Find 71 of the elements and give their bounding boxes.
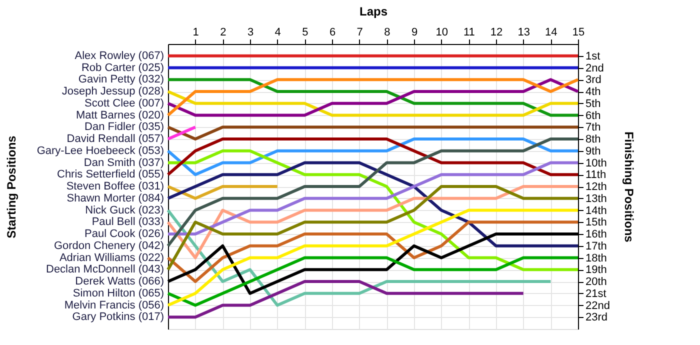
x-axis-title: Laps [359, 4, 388, 18]
y-tick-label: 5th [586, 98, 601, 110]
series-label: Melvin Francis (056) [64, 299, 164, 312]
series-label: Paul Cook (026) [84, 228, 164, 240]
series-label: Steven Boffee (031) [66, 180, 164, 192]
y-tick-label: 11th [586, 169, 606, 182]
x-tick-label: 3 [247, 26, 254, 38]
series-label: Derek Watts (066) [75, 276, 164, 288]
x-tick-label: 4 [274, 26, 281, 38]
series-label: Gary Potkins (017) [72, 311, 164, 324]
x-tick-label: 12 [490, 26, 503, 38]
y-tick-label: 8th [586, 134, 601, 146]
x-tick-label: 1 [192, 26, 199, 38]
series-label: Joseph Jessup (028) [62, 86, 164, 98]
y-tick-label: 15th [586, 216, 607, 229]
y-tick-label: 6th [586, 110, 601, 122]
legend-title: Starting Positions [4, 135, 18, 238]
y-tick-label: 17th [586, 240, 607, 252]
series-label: Paul Bell (033) [92, 216, 164, 228]
y-tick-label: 21st [586, 288, 606, 300]
series-label: Matt Barnes (020) [76, 109, 164, 122]
line-series [166, 220, 580, 283]
y-tick-label: 20th [586, 276, 607, 288]
series-label: Nick Guck (023) [85, 204, 164, 216]
y-tick-label: 9th [586, 145, 601, 158]
y-tick-label: 4th [586, 86, 601, 98]
y-tick-label: 10th [586, 157, 607, 170]
x-tick-label: 8 [384, 26, 390, 38]
series-label: Dan Smith (037) [84, 156, 164, 169]
series-label: Gordon Chenery (042) [54, 240, 164, 252]
y-tick-label: 16th [586, 228, 607, 240]
y-tick-label: 13th [586, 192, 607, 205]
line-series [166, 149, 580, 272]
series-label: Scott Clee (007) [84, 97, 164, 110]
line-series [166, 78, 580, 117]
y-tick-label: 3rd [586, 74, 602, 86]
series-label: Simon Hilton (065) [72, 287, 164, 300]
y-tick-label: 18th [586, 252, 607, 264]
series-label: Adrian Williams (022) [59, 252, 164, 264]
line-series [166, 138, 580, 248]
y-tick-label: 19th [586, 264, 607, 276]
series-label: Rob Carter (025) [81, 62, 164, 74]
series-label: Gavin Petty (032) [78, 74, 164, 86]
y-tick-label: 7th [586, 122, 601, 134]
x-tick-label: 13 [518, 26, 530, 38]
y-tick-label: 23rd [586, 312, 608, 324]
y-tick-label: 1st [586, 50, 600, 62]
y-tick-label: 12th [586, 181, 607, 193]
series-label: Chris Setterfield (055) [57, 168, 164, 181]
line-series [166, 138, 580, 176]
series-label: Shawn Morter (084) [66, 192, 164, 204]
series-label: Declan McDonnell (043) [46, 264, 164, 276]
x-tick-label: 10 [436, 26, 448, 38]
y-axis-title: Finishing Positions [622, 132, 636, 243]
series-label: Dan Fidler (035) [84, 121, 164, 134]
series-label: Alex Rowley (067) [74, 50, 164, 62]
y-tick-label: 14th [586, 204, 607, 217]
x-tick-label: 11 [463, 26, 475, 38]
x-tick-label: 15 [572, 26, 585, 38]
x-tick-label: 6 [329, 26, 336, 38]
line-series [166, 280, 525, 319]
x-tick-label: 14 [545, 26, 558, 38]
y-tick-label: 2nd [586, 62, 604, 74]
y-tick-label: 22nd [586, 300, 610, 312]
line-series [166, 256, 580, 307]
x-tick-label: 9 [411, 26, 418, 38]
x-tick-label: 5 [302, 26, 308, 38]
x-tick-label: 2 [220, 26, 226, 38]
x-tick-label: 7 [356, 26, 363, 38]
series-label: David Rendall (057) [66, 133, 164, 145]
series-label: Gary-Lee Hoebeeck (053) [36, 144, 164, 157]
